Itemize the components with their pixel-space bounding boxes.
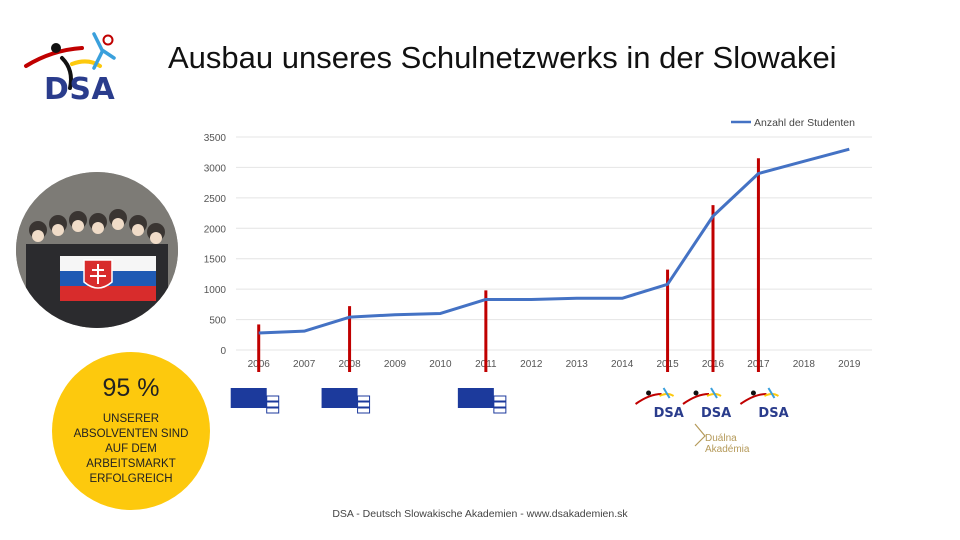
badge-line: ERFOLGREICH bbox=[89, 473, 173, 485]
student-group-photo bbox=[16, 172, 178, 328]
y-tick-label: 2500 bbox=[204, 194, 227, 205]
badge-line: ARBEITSMARKT bbox=[86, 458, 176, 470]
dual-academy-label: Akadémia bbox=[705, 444, 750, 455]
x-tick-label: 2014 bbox=[611, 359, 634, 370]
x-tick-label: 2012 bbox=[520, 359, 543, 370]
dsa-small-logo-icon: DSA bbox=[682, 387, 731, 421]
legend: Anzahl der Studenten bbox=[731, 117, 855, 129]
x-tick-label: 2010 bbox=[429, 359, 452, 370]
school-logo-icon bbox=[230, 388, 280, 414]
success-rate-percent: 95 % bbox=[102, 374, 160, 402]
dsa-small-logo-icon: DSA bbox=[739, 387, 789, 421]
y-tick-label: 1000 bbox=[204, 285, 227, 296]
badge-line: AUF DEM bbox=[105, 443, 157, 455]
dsa-small-logo-icon: DSA bbox=[634, 387, 684, 421]
page-title: Ausbau unseres Schulnetzwerks in der Slo… bbox=[168, 40, 837, 75]
dual-academy-label: Duálna bbox=[705, 433, 737, 444]
dsa-small-logo-text: DSA bbox=[758, 406, 788, 421]
x-tick-label: 2019 bbox=[838, 359, 861, 370]
dsa-logo bbox=[24, 32, 116, 90]
legend-label: Anzahl der Studenten bbox=[754, 117, 855, 129]
y-tick-label: 3000 bbox=[204, 163, 227, 174]
x-tick-label: 2018 bbox=[793, 359, 816, 370]
x-tick-label: 2009 bbox=[384, 359, 407, 370]
logo-text: DSA bbox=[44, 72, 116, 107]
x-tick-label: 2007 bbox=[293, 359, 316, 370]
x-tick-label: 2013 bbox=[566, 359, 589, 370]
badge-line: UNSERER bbox=[102, 413, 160, 425]
dsa-small-logo-text: DSA bbox=[654, 406, 684, 421]
success-rate-badge: 95 % UNSERER ABSOLVENTEN SIND AUF DEM AR… bbox=[52, 352, 210, 510]
dsa-small-logo-text: DSA bbox=[701, 406, 731, 421]
y-tick-label: 2000 bbox=[204, 224, 227, 235]
footer-text: DSA - Deutsch Slowakische Akademien - ww… bbox=[332, 508, 628, 520]
y-tick-label: 0 bbox=[220, 346, 226, 357]
school-logo-icon bbox=[321, 388, 371, 414]
y-tick-label: 500 bbox=[209, 316, 226, 327]
y-tick-label: 3500 bbox=[204, 133, 227, 144]
success-rate-text: UNSERER ABSOLVENTEN SIND AUF DEM ARBEITS… bbox=[64, 412, 198, 487]
school-logo-icon bbox=[457, 388, 507, 414]
y-tick-label: 1500 bbox=[204, 255, 227, 266]
series-line bbox=[258, 147, 850, 335]
badge-line: ABSOLVENTEN SIND bbox=[73, 428, 189, 440]
